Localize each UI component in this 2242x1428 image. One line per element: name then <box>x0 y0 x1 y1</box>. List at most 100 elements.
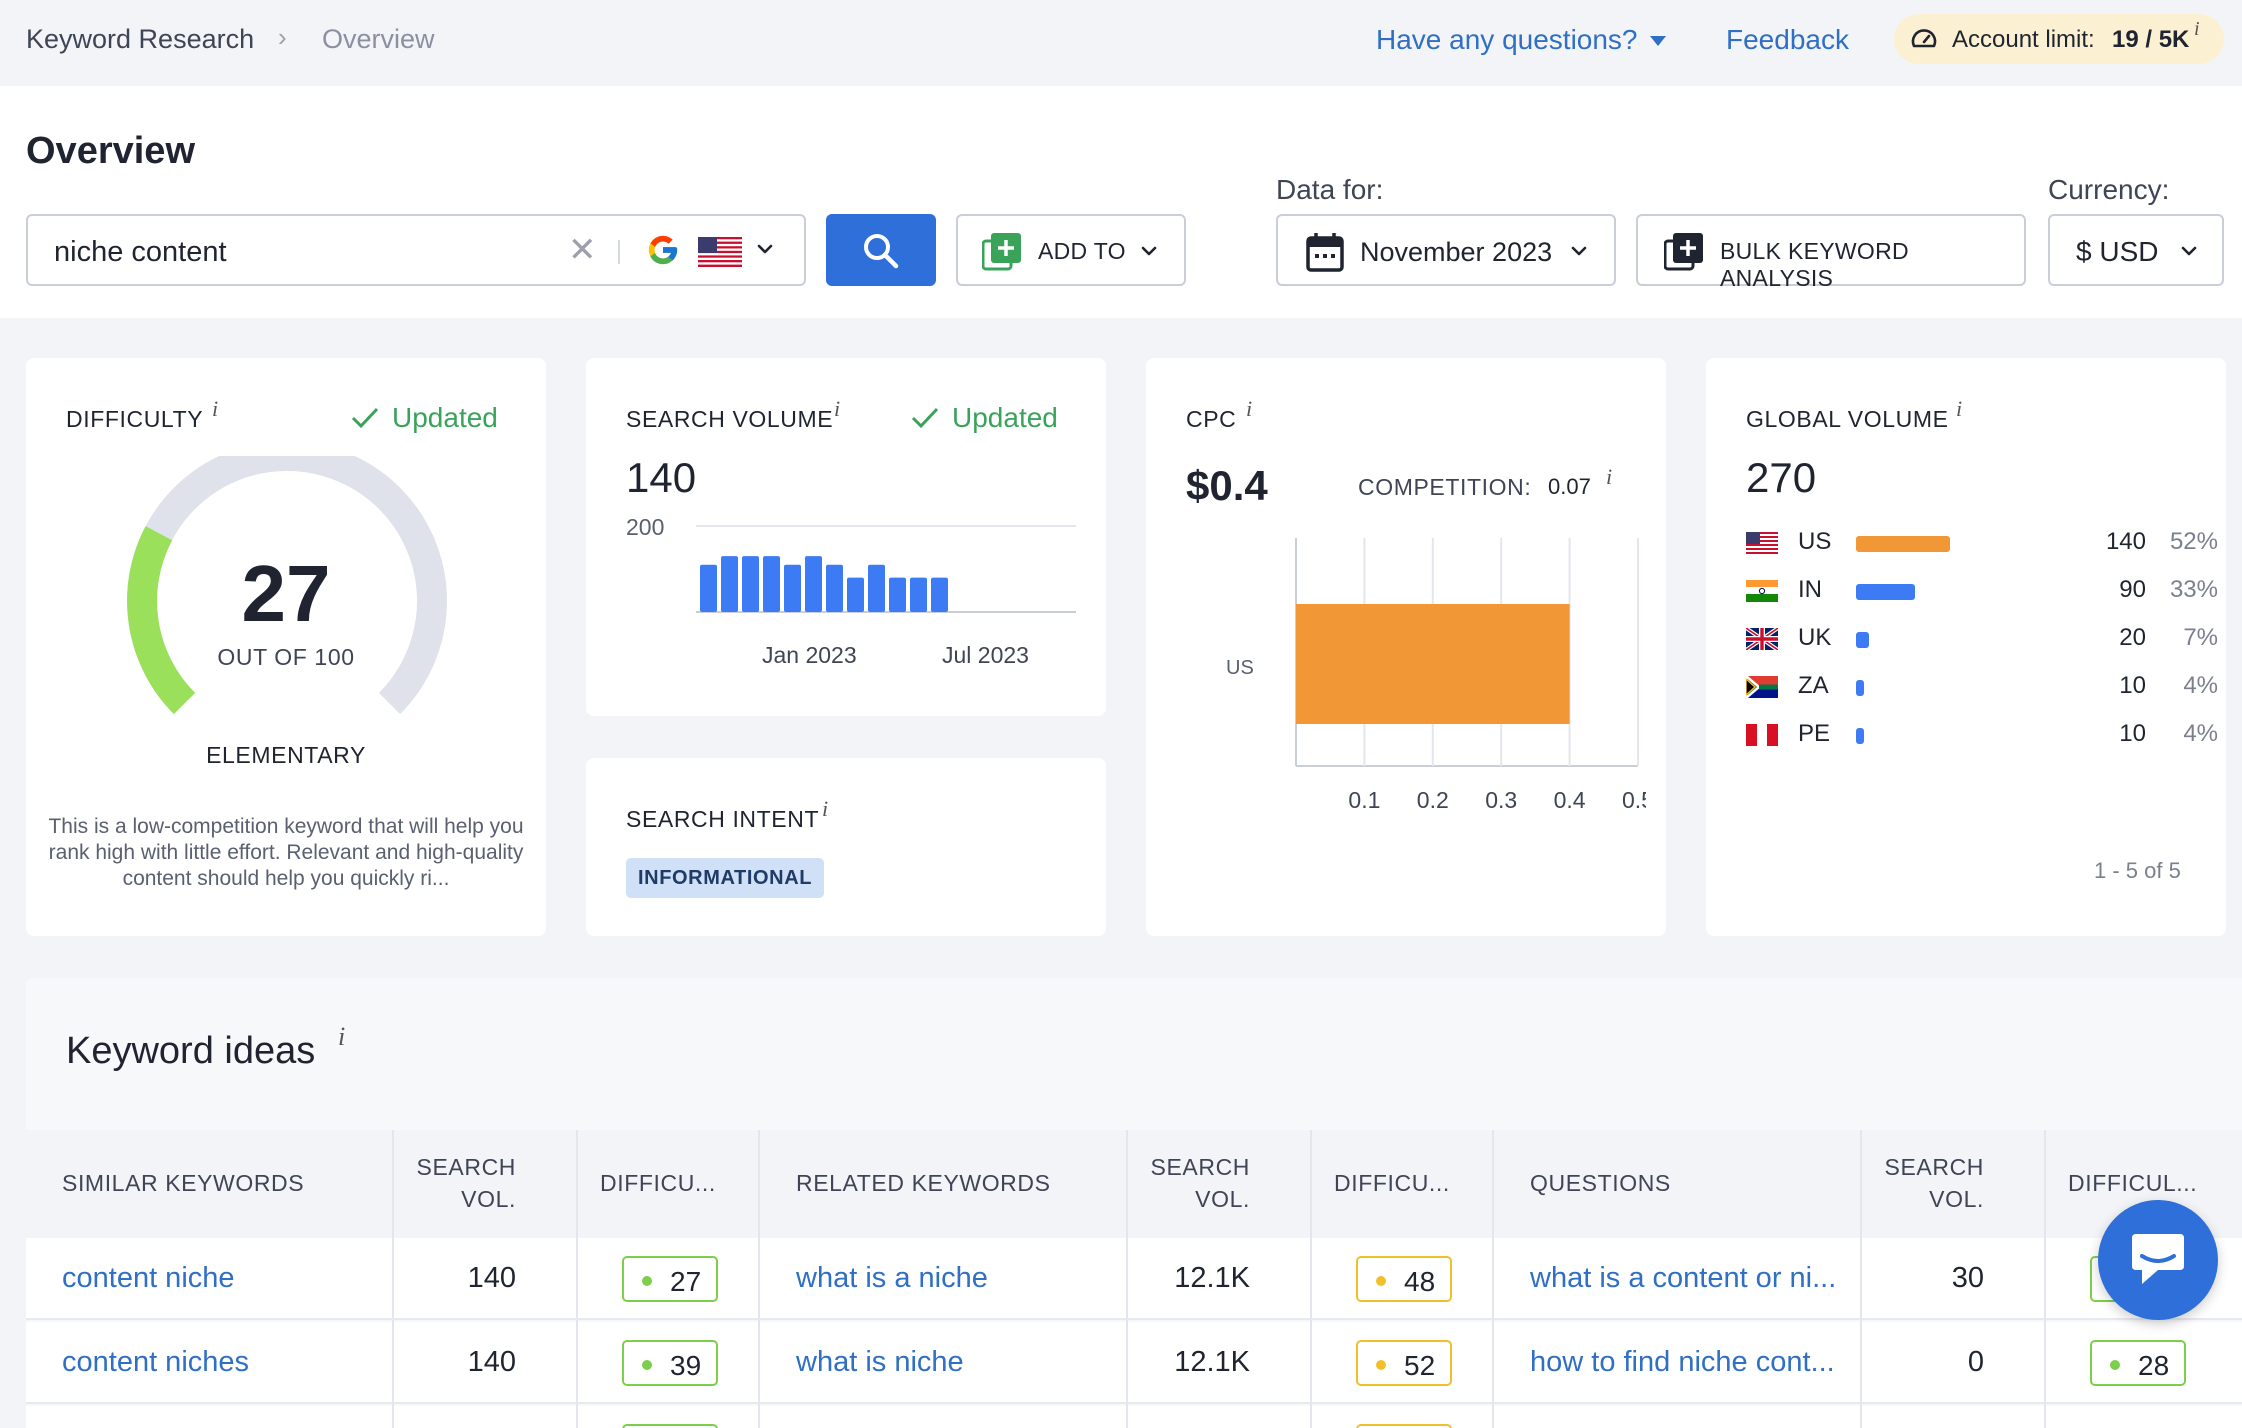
col-search-vol-label[interactable]: VOL. <box>461 1186 516 1212</box>
search-icon <box>864 234 899 269</box>
checkmark-icon <box>351 407 379 429</box>
volume-bar[interactable] <box>805 556 822 612</box>
table-row: content niche 140 27 what is a niche 12.… <box>26 1238 2242 1320</box>
volume-bar[interactable] <box>910 577 927 612</box>
related-keyword-link[interactable]: what is a niche <box>796 1262 988 1294</box>
za-flag-icon <box>1746 676 1778 698</box>
difficulty-badge <box>1356 1424 1452 1428</box>
in-flag-icon <box>1746 580 1778 602</box>
question-link[interactable]: what is a content or ni... <box>1530 1262 1837 1294</box>
country-row[interactable]: ZA 10 4% <box>1706 666 2226 706</box>
country-volume: 140 <box>2105 528 2146 555</box>
volume-bar[interactable] <box>847 577 864 612</box>
col-similar-keywords[interactable]: SIMILAR KEYWORDS <box>62 1170 305 1196</box>
volume-bar[interactable] <box>889 577 906 612</box>
col-difficulty[interactable]: DIFFICU... <box>1334 1170 1450 1196</box>
global-volume-value: 270 <box>1746 454 1817 501</box>
account-limit[interactable]: Account limit: 19 / 5K i <box>1894 14 2224 64</box>
date-selector[interactable]: November 2023 <box>1276 214 1616 286</box>
col-difficulty[interactable]: DIFFICUL... <box>2068 1170 2198 1196</box>
caret-down-icon[interactable] <box>1650 36 1666 46</box>
volume-bar[interactable] <box>721 556 738 612</box>
cpc-bar[interactable] <box>1296 604 1570 724</box>
difficulty-value: 27 <box>670 1266 702 1297</box>
x-tick-label: 0.1 <box>1348 787 1380 813</box>
country-row[interactable]: PE 10 4% <box>1706 714 2226 754</box>
info-icon[interactable]: i <box>834 396 841 421</box>
search-volume-card: SEARCH VOLUME i Updated 140 200 Jan 2023… <box>586 358 1106 716</box>
country-row[interactable]: UK 20 7% <box>1706 618 2226 658</box>
bulk-keyword-analysis-button[interactable]: BULK KEYWORD ANALYSIS <box>1636 214 2026 291</box>
gauge-fill <box>127 526 196 715</box>
breadcrumb-root[interactable]: Keyword Research <box>26 24 255 54</box>
col-search-vol-label[interactable]: SEARCH <box>1150 1154 1250 1180</box>
country-percent: 33% <box>2169 576 2218 603</box>
column-divider <box>1310 1130 1312 1428</box>
feedback-link[interactable]: Feedback <box>1726 24 1849 55</box>
competition-label: COMPETITION: <box>1358 474 1532 500</box>
search-volume-value: 140 <box>626 454 697 501</box>
info-icon[interactable]: i <box>1956 396 1963 421</box>
overview-header: Overview niche content ✕ <box>0 86 2242 318</box>
add-to-button[interactable]: ADD TO <box>956 214 1186 286</box>
similar-keyword-link[interactable]: content niches <box>62 1346 250 1378</box>
col-search-vol-label[interactable]: SEARCH <box>416 1154 516 1180</box>
question-link[interactable]: how to find niche cont... <box>1530 1346 1835 1378</box>
share-bar <box>1856 584 1915 600</box>
divider <box>618 240 620 264</box>
country-percent: 4% <box>2183 672 2218 699</box>
currency-selector[interactable]: $ USD <box>2048 214 2224 286</box>
currency-value: $ USD <box>2076 236 2159 267</box>
clear-icon[interactable]: ✕ <box>568 231 597 269</box>
google-icon[interactable] <box>646 233 680 267</box>
us-flag-icon[interactable] <box>698 237 742 267</box>
country-row[interactable]: US 140 52% <box>1706 522 2226 562</box>
questions-dropdown[interactable]: Have any questions? <box>1376 24 1638 55</box>
info-icon[interactable]: i <box>2194 18 2200 40</box>
share-bar <box>1856 536 1950 552</box>
volume-bar[interactable] <box>868 564 885 612</box>
volume-bar[interactable] <box>784 564 801 612</box>
search-input-value[interactable]: niche content <box>54 236 227 268</box>
difficulty-badge: 52 <box>1356 1340 1452 1386</box>
info-icon[interactable]: i <box>1606 464 1613 489</box>
search-volume-chart <box>696 525 1076 613</box>
volume-bar[interactable] <box>742 556 759 612</box>
info-icon[interactable]: i <box>1246 396 1253 421</box>
chevron-down-icon <box>2181 246 2197 256</box>
volume-bar[interactable] <box>700 564 717 612</box>
chevron-down-icon[interactable] <box>754 238 776 260</box>
updated-status: Updated <box>392 402 498 433</box>
info-icon[interactable]: i <box>212 396 219 421</box>
difficulty-badge: 39 <box>622 1340 718 1386</box>
country-row[interactable]: IN 90 33% <box>1706 570 2226 610</box>
volume-bar[interactable] <box>931 577 948 612</box>
difficulty-badge <box>622 1424 718 1428</box>
column-divider <box>1492 1130 1494 1428</box>
col-search-vol-label[interactable]: VOL. <box>1195 1186 1250 1212</box>
column-divider <box>758 1130 760 1428</box>
col-related-keywords[interactable]: RELATED KEYWORDS <box>796 1170 1051 1196</box>
col-search-vol-label[interactable]: SEARCH <box>1884 1154 1984 1180</box>
info-icon[interactable]: i <box>338 1022 346 1051</box>
volume-bar[interactable] <box>763 556 780 612</box>
page-title: Overview <box>26 130 195 172</box>
calendar-icon <box>1306 233 1344 272</box>
col-search-vol-label[interactable]: VOL. <box>1929 1186 1984 1212</box>
info-icon[interactable]: i <box>822 796 829 821</box>
cpc-chart: 0.1 0.2 0.3 0.4 0.5 US <box>1226 538 1646 813</box>
col-difficulty[interactable]: DIFFICU... <box>600 1170 716 1196</box>
difficulty-dot <box>1376 1276 1386 1286</box>
col-questions[interactable]: QUESTIONS <box>1530 1170 1671 1196</box>
difficulty-dot <box>1376 1360 1386 1370</box>
difficulty-level: ELEMENTARY <box>206 742 366 768</box>
volume-bar[interactable] <box>826 564 843 612</box>
cpc-value: $0.4 <box>1186 462 1268 509</box>
chat-support-button[interactable] <box>2098 1200 2218 1320</box>
related-keyword-link[interactable]: what is niche <box>796 1346 964 1378</box>
keyword-search-input[interactable]: niche content ✕ <box>26 214 806 286</box>
similar-keyword-link[interactable]: content niche <box>62 1262 235 1294</box>
account-limit-label: Account limit: <box>1952 26 2095 53</box>
search-volume-cell: 140 <box>467 1262 516 1294</box>
search-button[interactable] <box>826 214 936 286</box>
